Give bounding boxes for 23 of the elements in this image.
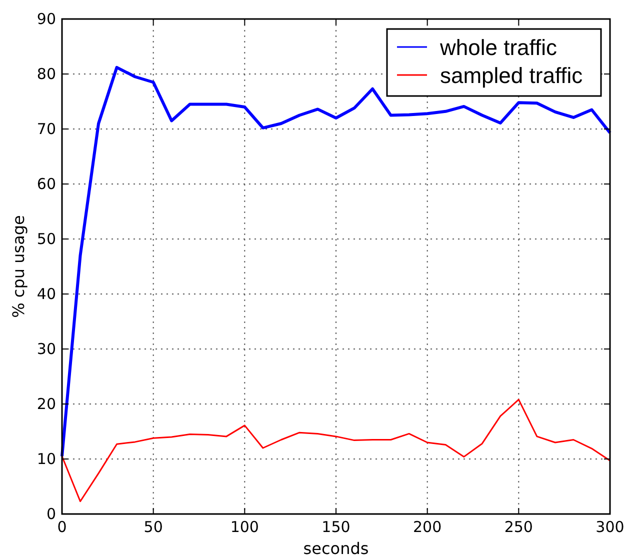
y-tick-label: 10 bbox=[36, 450, 56, 468]
y-tick-label: 20 bbox=[36, 395, 56, 413]
y-tick-label: 90 bbox=[36, 10, 56, 28]
y-tick-label: 50 bbox=[36, 230, 56, 248]
x-tick-label: 200 bbox=[413, 518, 442, 536]
legend-label: whole traffic bbox=[439, 35, 557, 60]
x-tick-label: 50 bbox=[144, 518, 163, 536]
y-tick-label: 60 bbox=[36, 175, 56, 193]
y-tick-label: 80 bbox=[36, 65, 56, 83]
x-axis-title: seconds bbox=[303, 539, 369, 558]
x-tick-label: 0 bbox=[57, 518, 67, 536]
x-tick-label: 250 bbox=[504, 518, 533, 536]
y-axis-title: % cpu usage bbox=[9, 215, 28, 318]
legend-label: sampled traffic bbox=[440, 63, 583, 88]
y-tick-label: 70 bbox=[36, 120, 56, 138]
line-series bbox=[60, 66, 612, 458]
y-tick-label: 30 bbox=[36, 340, 56, 358]
y-tick-label: 0 bbox=[46, 505, 56, 523]
line-series bbox=[61, 398, 611, 502]
x-tick-label: 150 bbox=[322, 518, 350, 536]
x-tick-label: 100 bbox=[230, 518, 259, 536]
y-tick-label: 40 bbox=[36, 285, 56, 303]
x-tick-label: 300 bbox=[596, 518, 624, 536]
